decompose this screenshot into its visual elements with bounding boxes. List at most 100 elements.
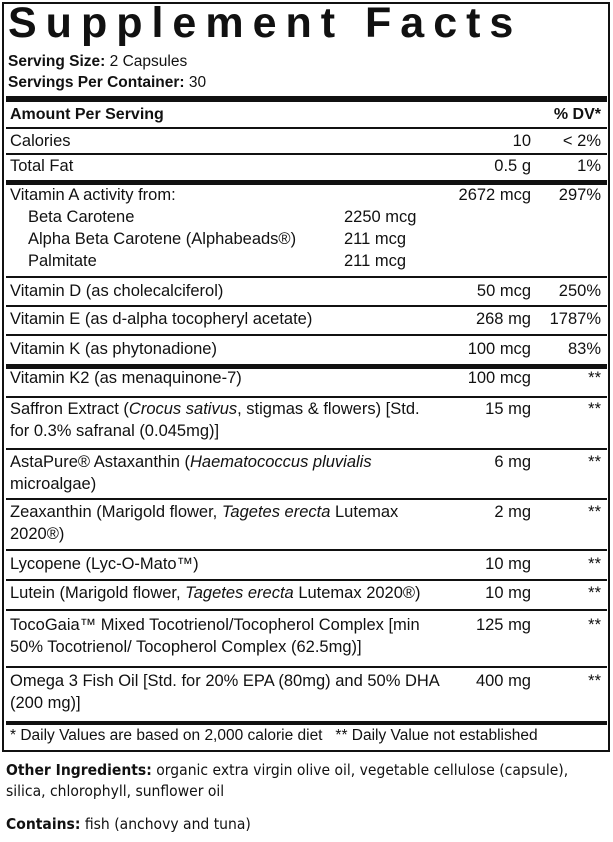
divider [6, 666, 607, 668]
nutrient-name: Total Fat [10, 155, 440, 177]
name-segment: Lutemax 2020®) [293, 584, 421, 602]
other-ingredients-text: organic extra virgin olive oil, vegetabl… [6, 761, 569, 800]
divider [6, 579, 607, 581]
nutrient-amount: 100 mcg [467, 369, 531, 387]
divider [6, 549, 607, 551]
divider [6, 396, 607, 398]
nutrient-name: Vitamin A activity from: [10, 184, 440, 206]
latin-name: Tagetes erecta [185, 584, 294, 602]
divider [6, 127, 607, 129]
footnote: * Daily Values are based on 2,000 calori… [10, 727, 538, 744]
name-segment: Vitamin E (as d-alpha tocopheryl acetate… [10, 310, 313, 328]
nutrient-name: Vitamin K2 (as menaquinone-7) [10, 367, 440, 389]
nutrient-amount: 2672 mcg [458, 186, 531, 204]
nutrient-dv: ** [588, 584, 601, 602]
name-segment: Lutemax 2020®) [10, 503, 399, 543]
nutrient-dv: ** [588, 672, 601, 690]
nutrient-name: Saffron Extract (Crocus sativus, stigmas… [10, 398, 440, 442]
name-segment: Vitamin K (as phytonadione) [10, 340, 217, 358]
dv-header: % DV* [553, 106, 601, 123]
nutrient-amount: 6 mg [494, 453, 531, 471]
sub-ingredient-amount: 2250 mcg [344, 208, 417, 226]
divider [6, 334, 607, 336]
name-segment: Total Fat [10, 157, 74, 175]
serving-size-value: 2 Capsules [105, 53, 188, 70]
nutrient-dv: 297% [558, 186, 601, 204]
nutrient-amount: 10 mg [485, 584, 531, 602]
name-segment: Vitamin D (as cholecalciferol) [10, 282, 224, 300]
nutrient-amount: 400 mg [475, 672, 531, 690]
nutrient-name: Lycopene (Lyc-O-Mato™) [10, 553, 440, 575]
name-segment: Vitamin A activity from: [10, 186, 176, 204]
servings-label: Servings Per Container: [8, 74, 185, 91]
nutrient-name: Zeaxanthin (Marigold flower, Tagetes ere… [10, 501, 440, 545]
serving-size-label: Serving Size: [8, 53, 106, 70]
nutrient-dv: 250% [558, 282, 601, 300]
divider [6, 498, 607, 500]
nutrient-amount: 2 mg [494, 503, 531, 521]
nutrient-name: Lutein (Marigold flower, Tagetes erecta … [10, 582, 440, 604]
nutrient-name: Omega 3 Fish Oil [Std. for 20% EPA (80mg… [10, 670, 440, 714]
name-segment: microalgae) [10, 475, 97, 493]
nutrient-amount: 0.5 g [494, 157, 531, 175]
sub-ingredient-name: Beta Carotene [28, 208, 135, 226]
name-segment: Lutein (Marigold flower, [10, 584, 186, 602]
sub-ingredient-amount: 211 mcg [344, 230, 407, 248]
nutrient-name: Vitamin D (as cholecalciferol) [10, 280, 440, 302]
other-ingredients: Other Ingredients: organic extra virgin … [6, 760, 600, 802]
supplement-facts-panel [2, 2, 610, 752]
nutrient-amount: 100 mcg [467, 340, 531, 358]
sub-ingredient-amount: 211 mcg [344, 252, 407, 270]
latin-name: Haematococcus pluvialis [190, 453, 372, 471]
sub-ingredient-name: Alpha Beta Carotene (Alphabeads®) [28, 230, 297, 248]
divider [6, 721, 607, 725]
other-ingredients-label: Other Ingredients: [6, 761, 152, 779]
latin-name: Tagetes erecta [221, 503, 331, 521]
name-segment: Vitamin K2 (as menaquinone-7) [10, 369, 242, 387]
nutrient-dv: ** [588, 453, 601, 471]
contains-label: Contains: [6, 815, 81, 833]
divider [6, 153, 607, 155]
nutrient-name: AstaPure® Astaxanthin (Haematococcus plu… [10, 451, 440, 495]
nutrient-amount: 125 mg [475, 616, 531, 634]
name-segment: Saffron Extract ( [10, 400, 129, 418]
amount-per-serving-header: Amount Per Serving [10, 106, 164, 123]
latin-name: Crocus sativus [128, 400, 238, 418]
nutrient-name: Calories [10, 130, 440, 152]
nutrient-amount: 10 [512, 132, 531, 150]
nutrient-amount: 15 mg [485, 400, 531, 418]
divider [6, 448, 607, 450]
nutrient-name: Vitamin E (as d-alpha tocopheryl acetate… [10, 308, 440, 330]
contains-text: fish (anchovy and tuna) [80, 815, 251, 833]
nutrient-dv: ** [588, 369, 601, 387]
nutrient-dv: ** [588, 555, 601, 573]
nutrient-dv: ** [588, 616, 601, 634]
nutrient-dv: 1% [577, 157, 601, 175]
nutrient-amount: 10 mg [485, 555, 531, 573]
nutrient-dv: 1787% [549, 310, 601, 328]
divider [6, 609, 607, 611]
sub-ingredient-name: Palmitate [28, 252, 97, 270]
servings-value: 30 [184, 74, 207, 91]
nutrient-dv: < 2% [562, 132, 601, 150]
divider [6, 364, 607, 369]
nutrient-name: TocoGaia™ Mixed Tocotrienol/Tocopherol C… [10, 614, 440, 658]
nutrient-amount: 268 mg [475, 310, 531, 328]
name-segment: Lycopene (Lyc-O-Mato™) [10, 555, 199, 573]
serving-size: Serving Size: 2 Capsules [8, 52, 187, 71]
name-segment: Zeaxanthin (Marigold flower, [10, 503, 222, 521]
divider [6, 276, 607, 278]
name-segment: Calories [10, 132, 71, 150]
divider [6, 305, 607, 307]
nutrient-dv: ** [588, 400, 601, 418]
nutrient-name: Vitamin K (as phytonadione) [10, 338, 440, 360]
divider [6, 180, 607, 185]
nutrient-dv: ** [588, 503, 601, 521]
name-segment: Omega 3 Fish Oil [Std. for 20% EPA (80mg… [10, 672, 439, 712]
name-segment: TocoGaia™ Mixed Tocotrienol/Tocopherol C… [10, 616, 420, 656]
allergen-contains: Contains: fish (anchovy and tuna) [6, 814, 600, 835]
nutrient-dv: 83% [567, 340, 601, 358]
servings-per-container: Servings Per Container: 30 [8, 73, 206, 92]
name-segment: , stigmas & flowers) [Std. for 0.3% safr… [10, 400, 420, 440]
panel-title: Supplement Facts [8, 0, 523, 47]
